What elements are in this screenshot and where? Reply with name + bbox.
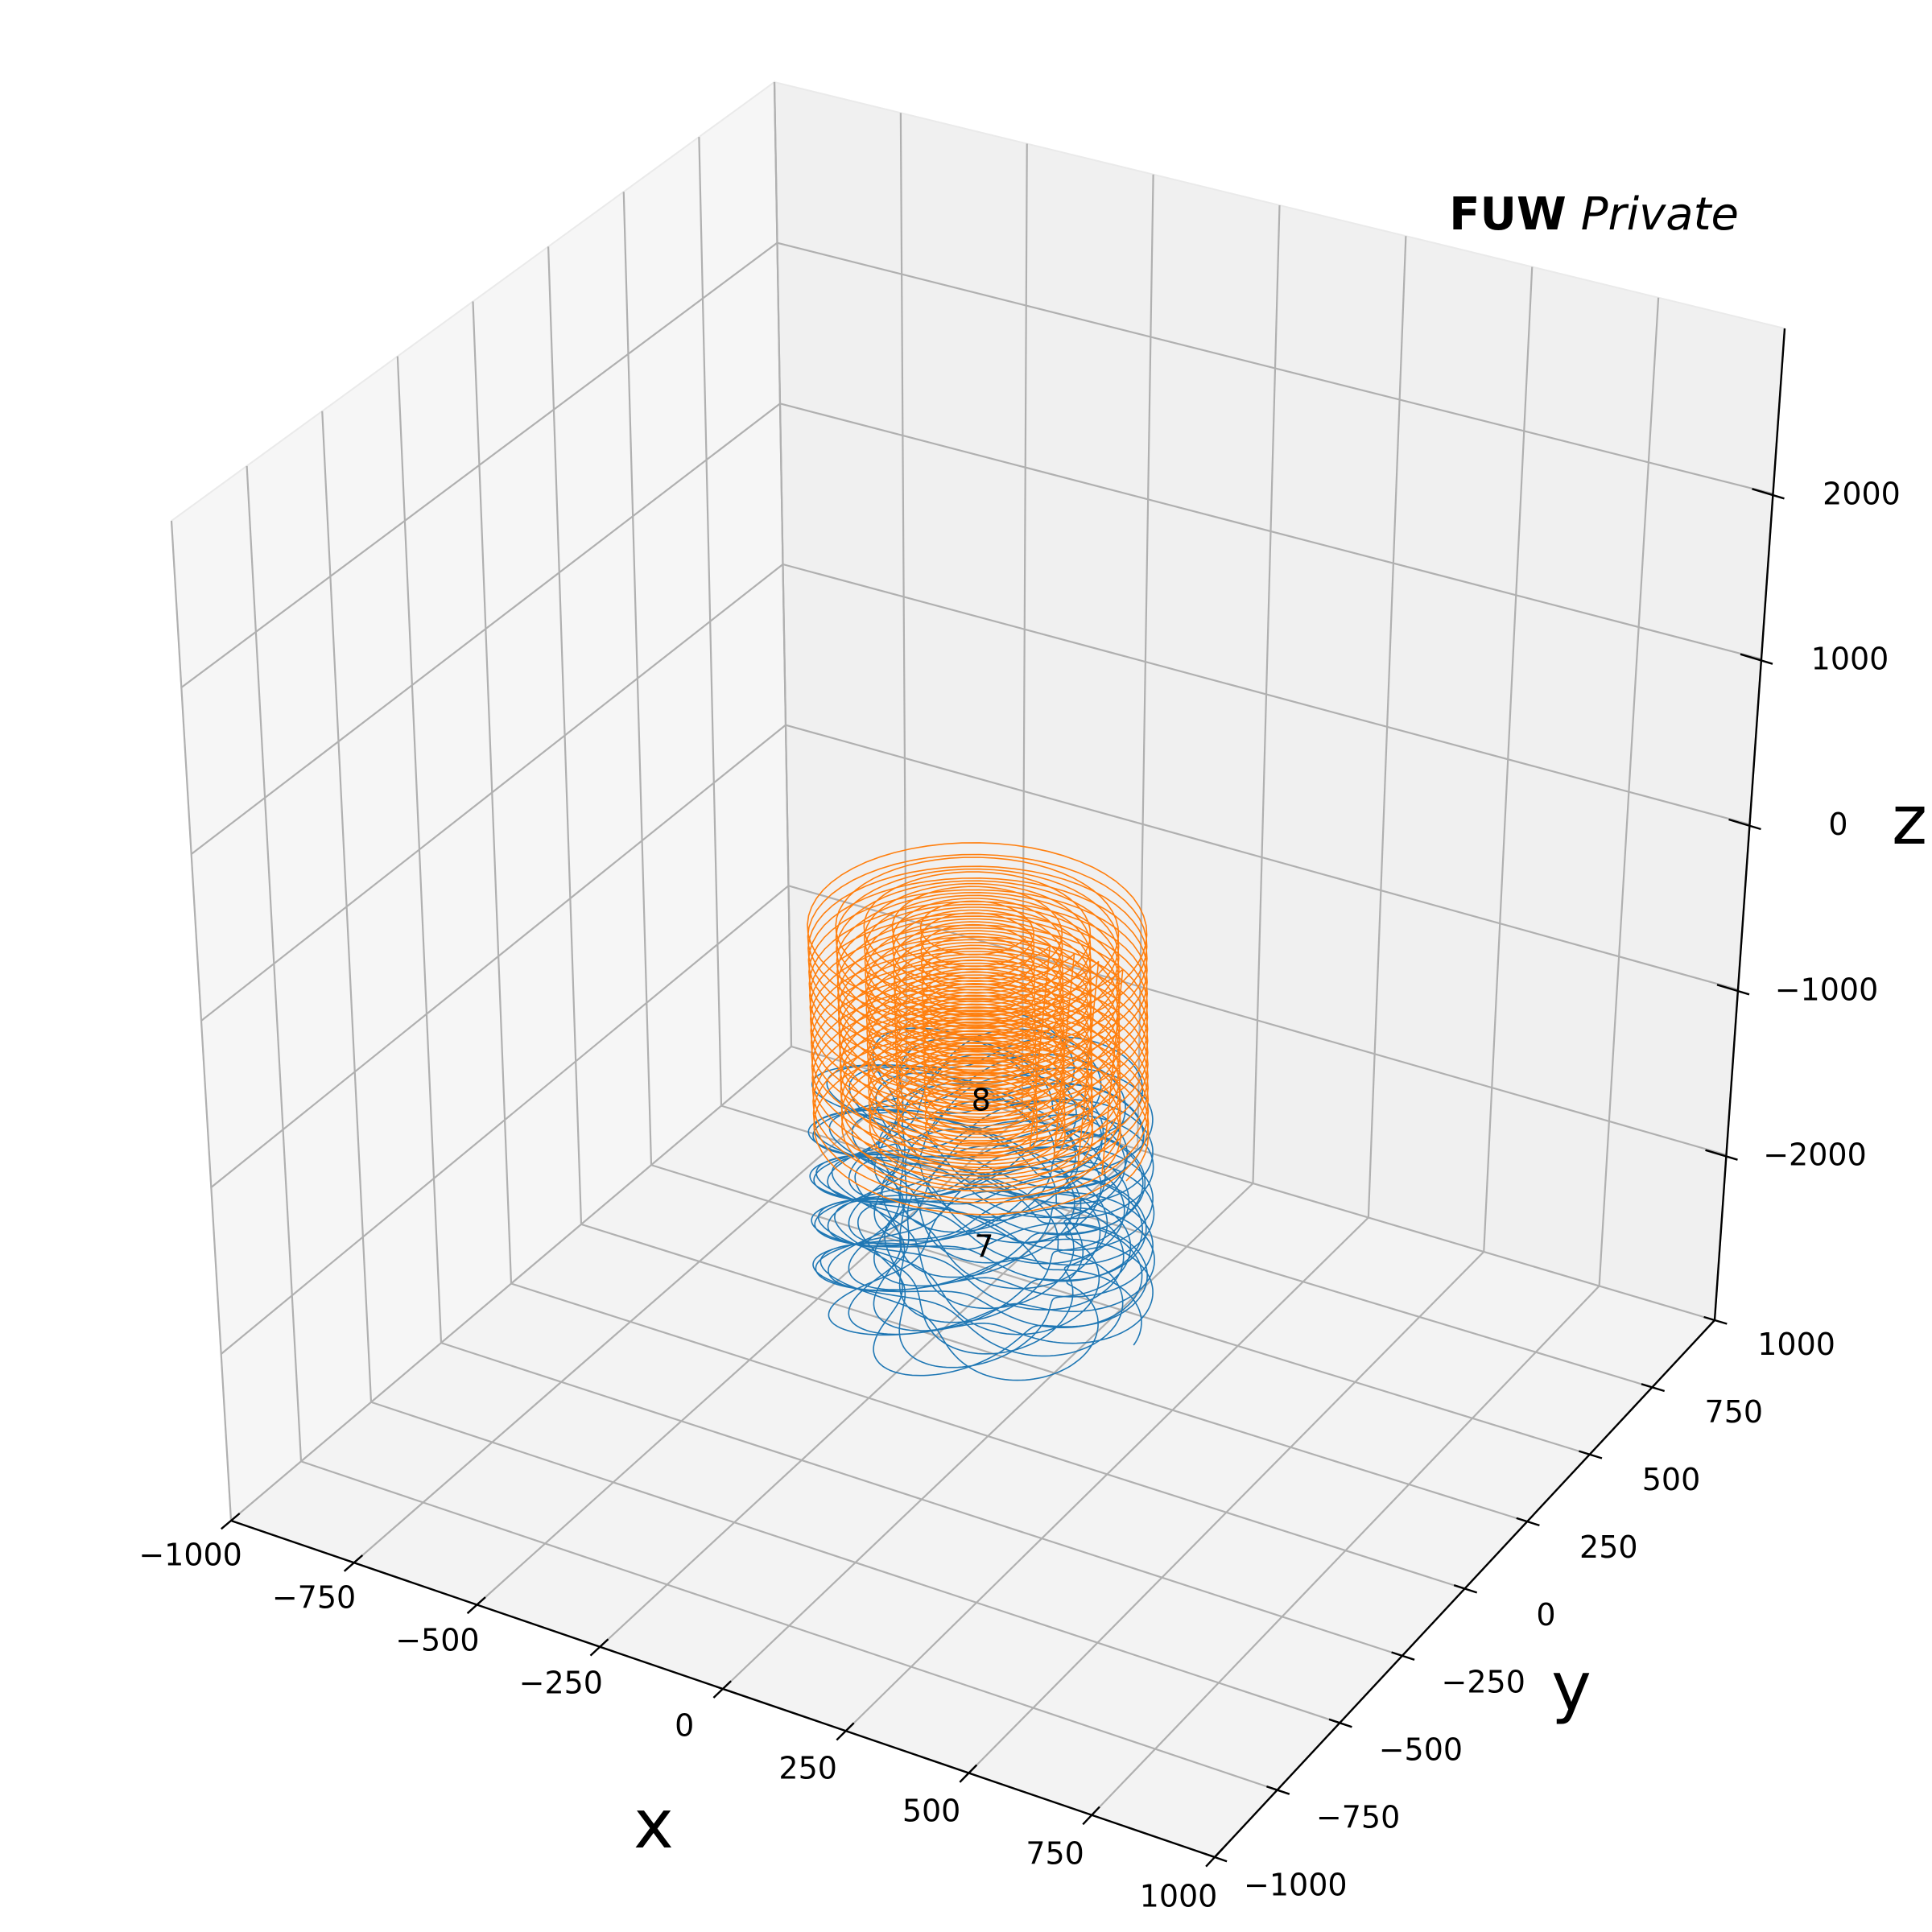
gridline-z-left [220, 885, 790, 1355]
gridline-z-left [180, 242, 778, 688]
x-tick-7-tick [1082, 1806, 1100, 1826]
x-tick-4-tick [712, 1680, 732, 1699]
y-tick-3-label: −250 [1442, 1665, 1525, 1700]
watermark-italic: Private [1581, 188, 1739, 241]
series-layer: 78 [807, 842, 1155, 1381]
z-tick-4-label: 2000 [1823, 476, 1901, 511]
gridline-y-floor [580, 1223, 1528, 1523]
z-axis-line [1713, 328, 1786, 1321]
y-tick-5-tick [1516, 1517, 1540, 1527]
z-tick-2-tick [1728, 818, 1761, 831]
y-tick-2-tick [1328, 1718, 1352, 1728]
z-tick-0-tick [1705, 1149, 1738, 1161]
y-tick-0-tick [1203, 1852, 1228, 1863]
watermark: FUW Private [1449, 188, 1739, 241]
x-tick-7-label: 750 [1026, 1835, 1084, 1871]
gridline-z-left [190, 402, 781, 855]
y-tick-2-label: −500 [1379, 1732, 1463, 1768]
x-tick-4-label: 0 [675, 1708, 694, 1744]
z-tick-0-label: −2000 [1763, 1137, 1867, 1173]
z-tick-3-label: 1000 [1811, 642, 1889, 677]
gridline-y-floor [440, 1342, 1403, 1657]
z-tick-2-label: 0 [1828, 807, 1847, 842]
x-tick-6-label: 500 [902, 1793, 961, 1828]
x-tick-1-label: −750 [272, 1580, 356, 1616]
y-tick-6-label: 500 [1642, 1462, 1701, 1497]
y-tick-6-tick [1579, 1450, 1603, 1459]
y-tick-0-label: −1000 [1244, 1867, 1348, 1902]
x-tick-3-label: −250 [519, 1666, 603, 1701]
y-tick-1-tick [1266, 1785, 1290, 1795]
x-tick-1-tick [343, 1554, 364, 1572]
gridline-y-floor [300, 1460, 1278, 1791]
x-tick-5-label: 250 [778, 1751, 837, 1786]
x-tick-3-tick [589, 1638, 609, 1657]
gridline-z-left [210, 724, 786, 1188]
x-tick-2-label: −500 [395, 1623, 479, 1658]
gridline-z-left [200, 564, 784, 1022]
x-tick-0-tick [221, 1513, 241, 1530]
x-tick-2-tick [466, 1596, 486, 1615]
y-tick-7-label: 750 [1705, 1394, 1764, 1430]
y-axis-title: y [1551, 1647, 1591, 1726]
x-axis-title: x [634, 1785, 674, 1864]
z-axis-title: z [1892, 781, 1927, 860]
y-tick-7-tick [1641, 1383, 1666, 1393]
x-tick-0-label: −1000 [138, 1538, 242, 1573]
gridline-y-floor [510, 1282, 1465, 1590]
series-line-8 [807, 842, 1150, 1216]
z-tick-4-tick [1752, 488, 1785, 500]
y-tick-5-label: 250 [1579, 1530, 1638, 1565]
series-label-7: 7 [974, 1228, 993, 1264]
x-tick-5-tick [836, 1722, 855, 1741]
z-tick-1-tick [1716, 984, 1750, 996]
z-tick-3-tick [1740, 653, 1773, 665]
watermark-bold: FUW [1449, 188, 1567, 241]
gridline-z-back [782, 563, 1750, 826]
y-tick-1-label: −750 [1316, 1799, 1400, 1835]
gridline-z-back [785, 724, 1739, 991]
y-tick-3-tick [1391, 1651, 1415, 1661]
y-tick-8-label: 1000 [1757, 1327, 1835, 1362]
gridline-y-floor [650, 1164, 1591, 1455]
gridline-y-floor [370, 1401, 1340, 1724]
z-tick-1-label: −1000 [1775, 972, 1879, 1007]
gridline-z-back [777, 242, 1773, 495]
gridline-y-floor [791, 1045, 1715, 1322]
y-tick-4-label: 0 [1536, 1597, 1555, 1633]
y-tick-4-tick [1453, 1584, 1478, 1594]
x-tick-8-label: 1000 [1140, 1878, 1218, 1913]
x-tick-6-tick [959, 1764, 978, 1783]
y-tick-8-tick [1703, 1315, 1728, 1325]
series-label-8: 8 [972, 1082, 991, 1117]
gridline-z-back [779, 402, 1762, 660]
gridline-z-back [788, 885, 1727, 1156]
